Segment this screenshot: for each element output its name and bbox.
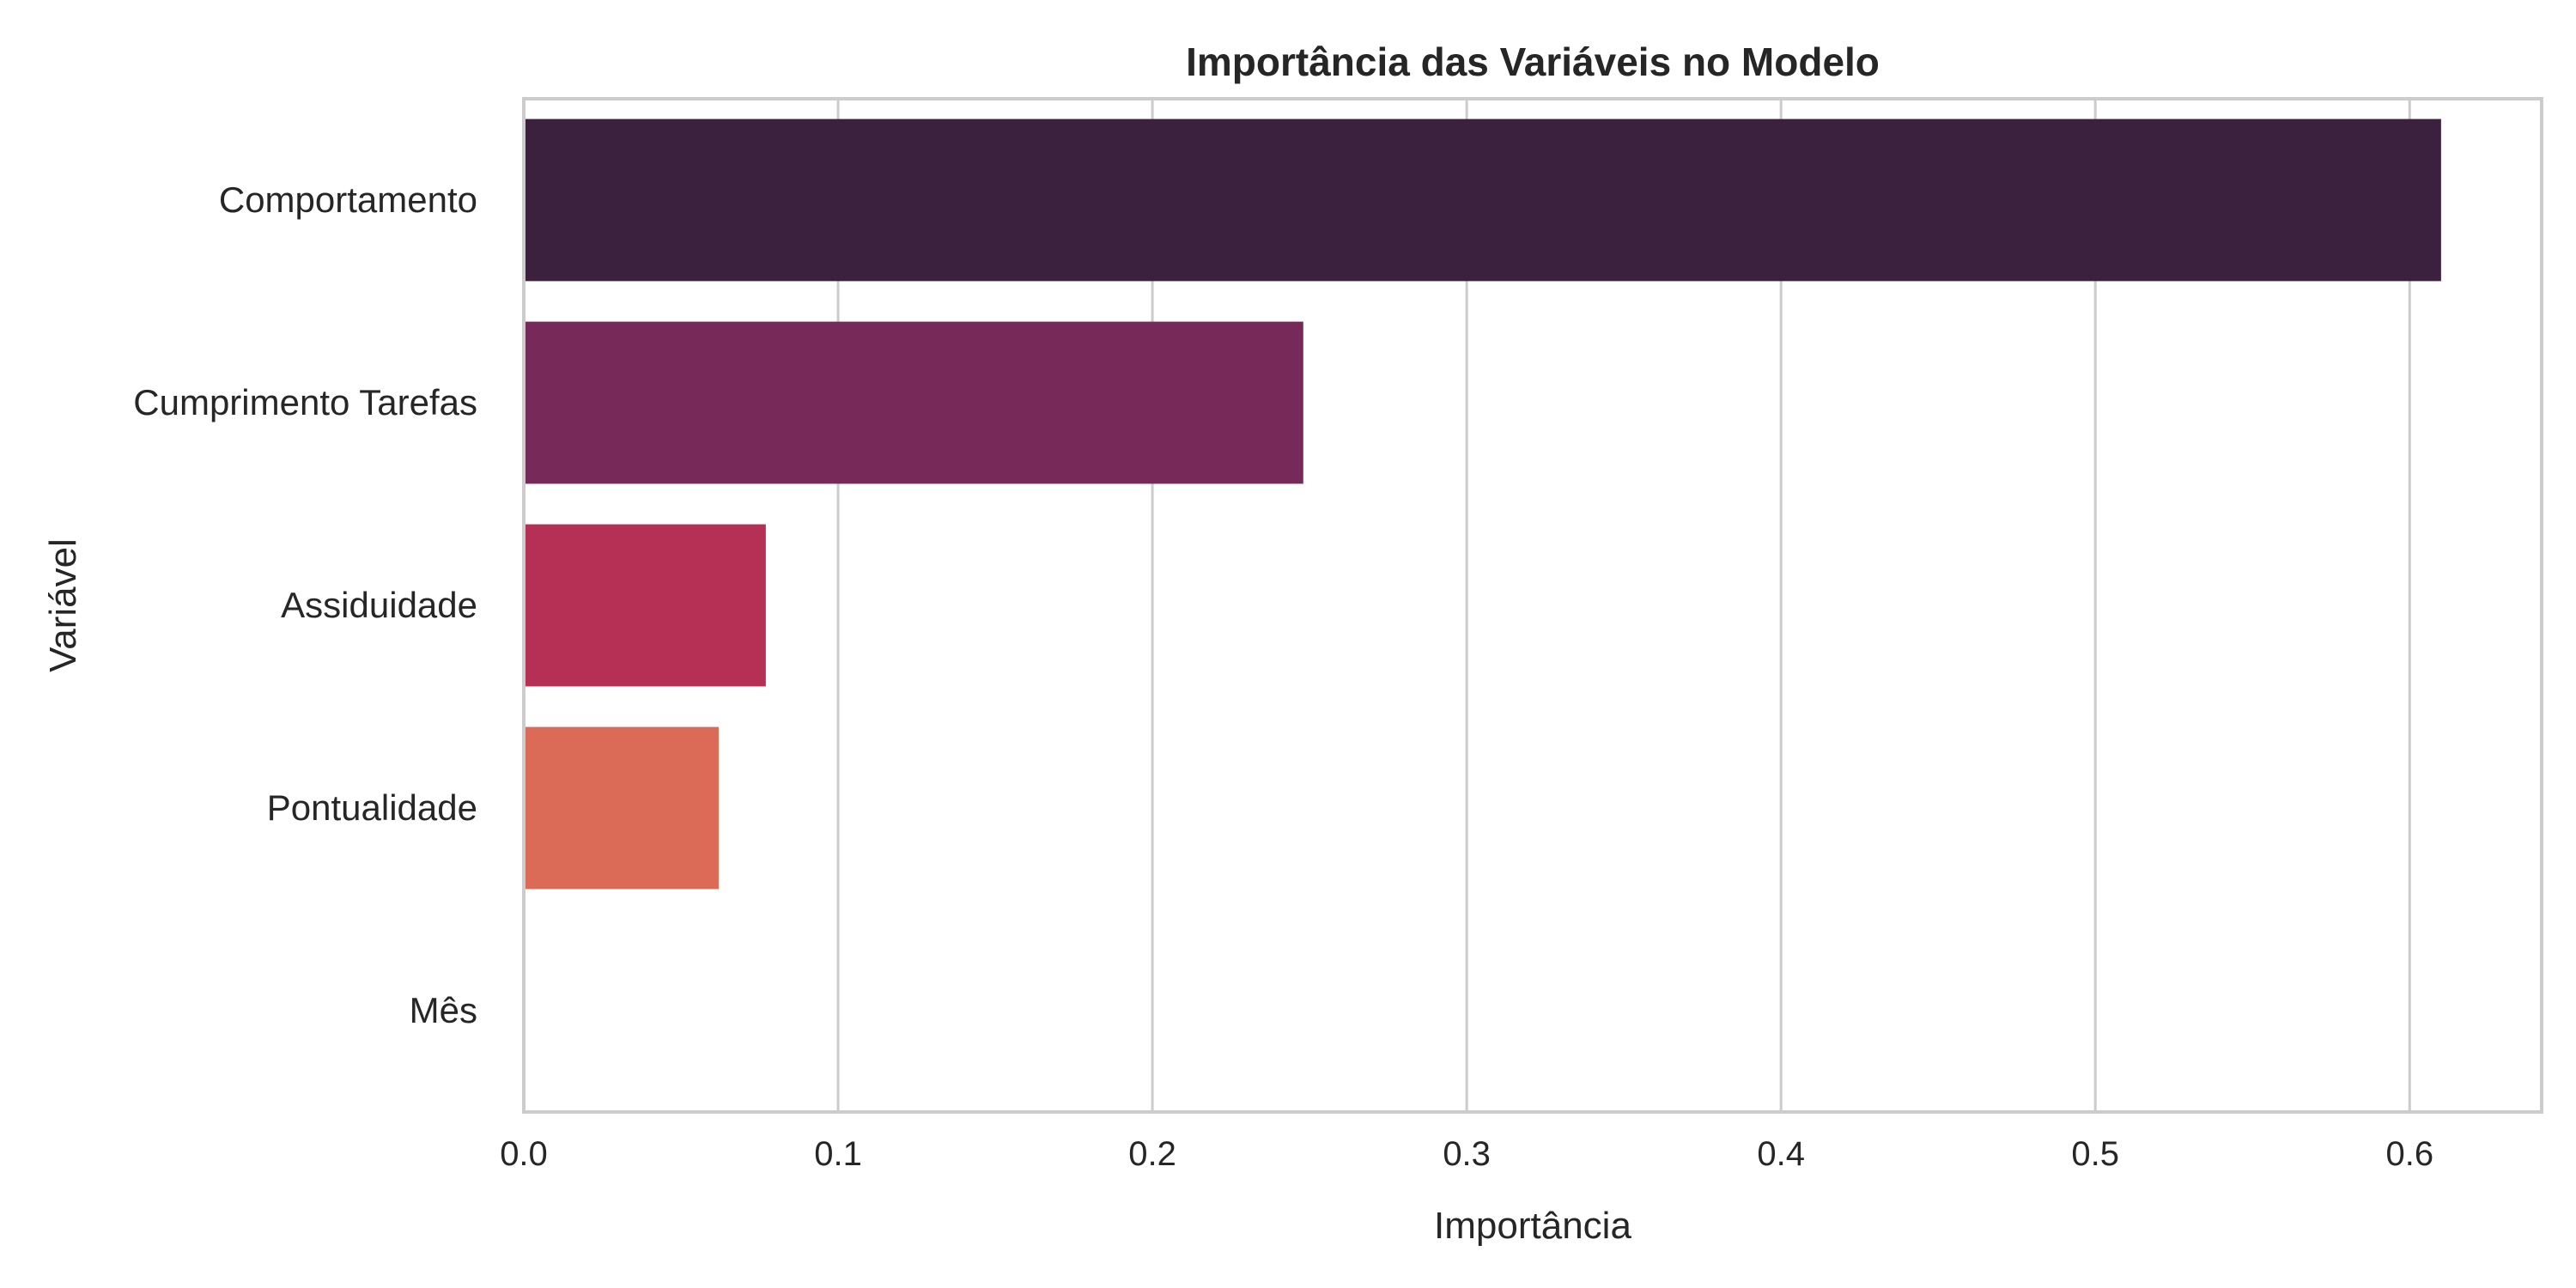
y-category-labels: Comportamento Cumprimento Tarefas Assiduid… [133,179,477,1030]
x-axis-label: Importância [1434,1205,1631,1247]
x-tick-label: 0.6 [2385,1135,2433,1173]
x-tick-labels: 0.0 0.1 0.2 0.3 0.4 0.5 0.6 [500,1135,2433,1173]
bar [524,524,766,687]
bar [524,118,2441,282]
y-category-label: Mês [410,990,477,1030]
chart-title: Importância das Variáveis no Modelo [1186,39,1880,84]
x-tick-label: 0.5 [2071,1135,2119,1173]
x-tick-label: 0.1 [814,1135,862,1173]
y-category-label: Assiduidade [281,585,477,625]
bar [524,726,719,890]
bars [524,118,2441,890]
y-category-label: Cumprimento Tarefas [133,382,477,422]
x-tick-label: 0.0 [500,1135,548,1173]
plot-frame [522,97,2543,1114]
y-category-label: Comportamento [219,179,477,220]
y-axis-label: Variável [42,538,84,672]
bar [524,321,1303,484]
x-tick-label: 0.4 [1757,1135,1805,1173]
x-tick-label: 0.2 [1128,1135,1176,1173]
y-category-label: Pontualidade [267,787,477,828]
x-tick-label: 0.3 [1443,1135,1491,1173]
